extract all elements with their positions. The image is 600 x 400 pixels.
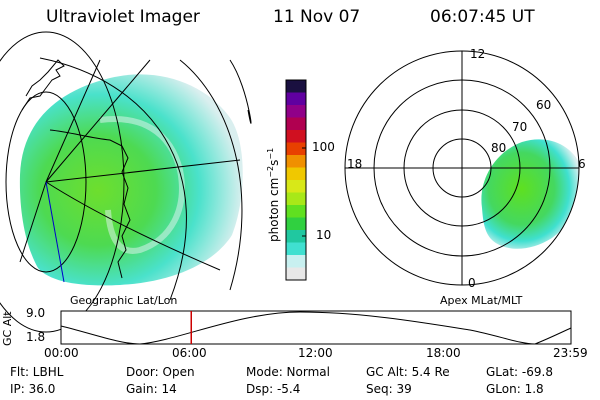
colorbar-segment xyxy=(286,242,306,256)
xtick-0000: 00:00 xyxy=(44,346,79,360)
status-dsp: Dsp: -5.4 xyxy=(246,382,301,396)
colorbar-segment xyxy=(286,180,306,193)
instrument-title: Ultraviolet Imager xyxy=(46,7,200,27)
colorbar-tick-100: 100 xyxy=(312,140,335,154)
altitude-plot xyxy=(60,310,572,345)
polar-caption: Apex MLat/MLT xyxy=(440,294,523,307)
colorbar-units: photon cm−2s−1 xyxy=(266,147,281,242)
colorbar-segment xyxy=(286,205,306,218)
aurora-image-right xyxy=(481,139,579,249)
time-label: 06:07:45 UT xyxy=(430,7,535,27)
status-mode: Mode: Normal xyxy=(246,365,330,379)
altitude-curve xyxy=(60,311,572,345)
status-flt: Flt: LBHL xyxy=(10,365,64,379)
geographic-map xyxy=(0,31,252,333)
colorbar-segment xyxy=(286,130,306,143)
colorbar-segment xyxy=(286,105,306,118)
altitude-ytick-top: 9.0 xyxy=(26,306,46,320)
aurora-image-left xyxy=(19,74,243,286)
status-gain: Gain: 14 xyxy=(126,382,177,396)
terminator-line xyxy=(45,181,65,283)
date-label: 11 Nov 07 xyxy=(273,7,361,27)
xtick-1800: 18:00 xyxy=(426,346,461,360)
mlt-label-0: 0 xyxy=(468,276,476,290)
coastline xyxy=(21,59,131,279)
xtick-1200: 12:00 xyxy=(298,346,333,360)
colorbar-segment xyxy=(286,155,306,168)
lat-label-70: 70 xyxy=(512,120,528,134)
colorbar-segment xyxy=(286,267,306,281)
status-glon: GLon: 1.8 xyxy=(486,382,544,396)
colorbar-segment xyxy=(286,230,306,243)
colorbar-segment xyxy=(286,92,306,106)
status-door: Door: Open xyxy=(126,365,195,379)
status-glat: GLat: -69.8 xyxy=(486,365,553,379)
mlt-label-18: 18 xyxy=(347,157,363,171)
colorbar-segment xyxy=(286,192,306,206)
mlt-label-6: 6 xyxy=(578,157,586,171)
colorbar-segment xyxy=(286,117,306,131)
mlt-label-12: 12 xyxy=(470,47,486,61)
colorbar-frame xyxy=(285,79,307,281)
status-ip: IP: 36.0 xyxy=(10,382,56,396)
altitude-ytick-bottom: 1.8 xyxy=(26,330,46,344)
colorbar-segment xyxy=(286,167,306,181)
colorbar xyxy=(285,79,307,281)
colorbar-segment xyxy=(286,80,306,93)
colorbar-segment xyxy=(286,142,306,156)
lat-label-60: 60 xyxy=(536,98,552,112)
altitude-ylabel: GC Alt xyxy=(1,311,14,346)
colorbar-segment xyxy=(286,255,306,268)
colorbar-tick-10: 10 xyxy=(316,228,332,242)
lat-label-80: 80 xyxy=(491,141,507,155)
status-gc-alt: GC Alt: 5.4 Re xyxy=(366,365,450,379)
xtick-0600: 06:00 xyxy=(172,346,207,360)
map-caption: Geographic Lat/Lon xyxy=(70,294,178,307)
colorbar-segment xyxy=(286,217,306,231)
xtick-2359: 23:59 xyxy=(553,346,588,360)
status-seq: Seq: 39 xyxy=(366,382,412,396)
polar-plot xyxy=(344,50,580,286)
